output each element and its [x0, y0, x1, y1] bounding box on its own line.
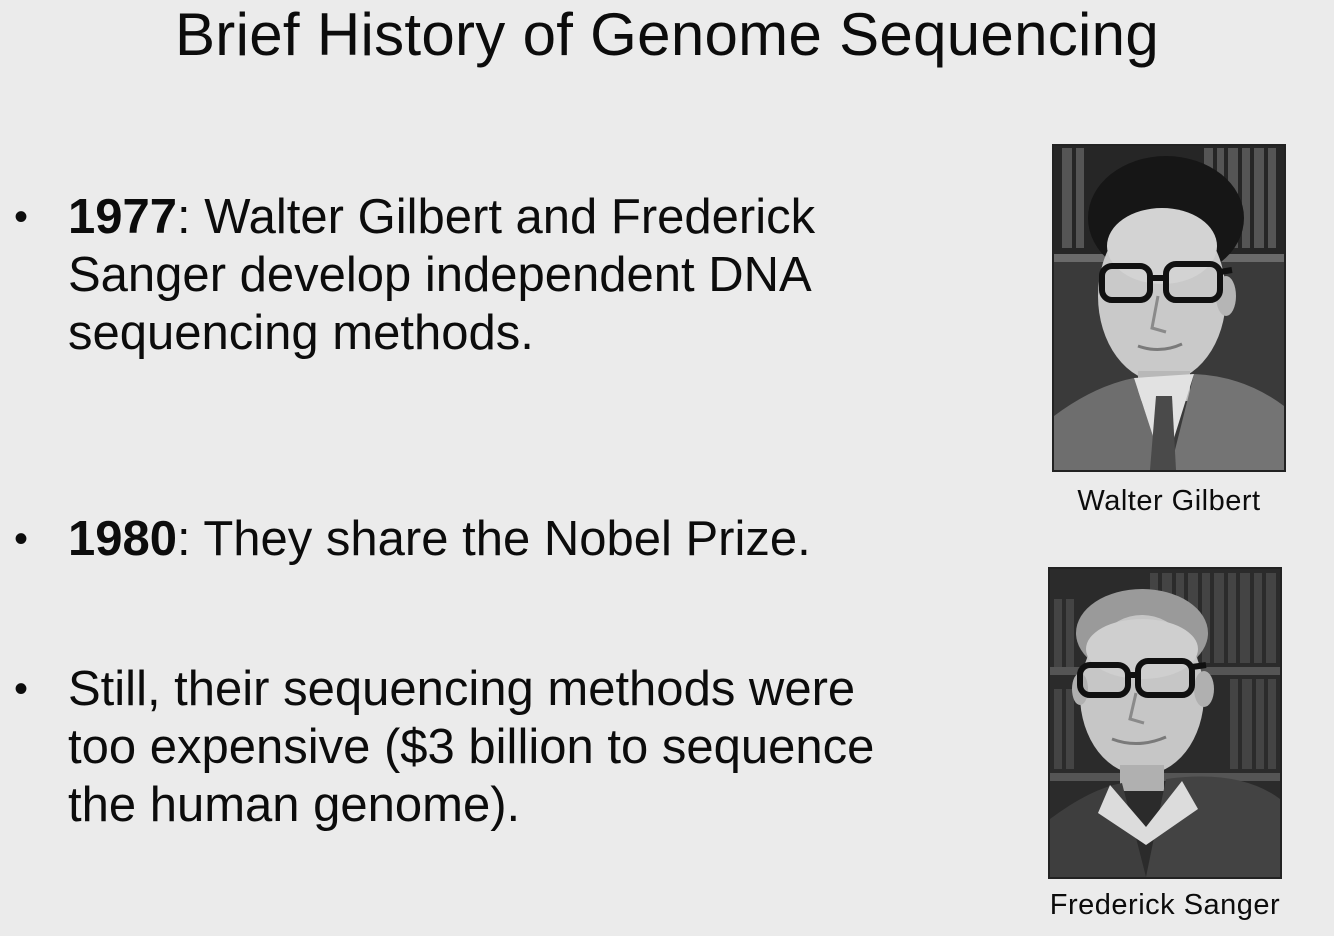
bullet-year: 1977 [68, 190, 178, 244]
bullet-marker: • [14, 195, 29, 239]
frederick-sanger-caption: Frederick Sanger [1049, 889, 1281, 921]
walter-gilbert-caption: Walter Gilbert [1077, 485, 1261, 517]
bullet-body: : They share the Nobel Prize. [177, 512, 811, 566]
slide-title: Brief History of Genome Sequencing [174, 1, 1160, 68]
frederick-sanger-portrait-graphic [1050, 569, 1280, 877]
bullet-text: 1980: They share the Nobel Prize. [68, 510, 928, 568]
bullet-year: 1980 [68, 512, 178, 566]
bullet-marker: • [14, 517, 29, 561]
bullet-text: 1977: Walter Gilbert and Frederick Sange… [68, 188, 928, 362]
frederick-sanger-photo [1048, 567, 1282, 879]
walter-gilbert-photo [1052, 144, 1286, 472]
bullet-body: : Walter Gilbert and Frederick Sanger de… [68, 190, 816, 360]
walter-gilbert-portrait-graphic [1054, 146, 1284, 470]
bullet-body: Still, their sequencing methods were too… [68, 662, 875, 832]
bullet-marker: • [14, 667, 29, 711]
bullet-text: Still, their sequencing methods were too… [68, 660, 928, 834]
